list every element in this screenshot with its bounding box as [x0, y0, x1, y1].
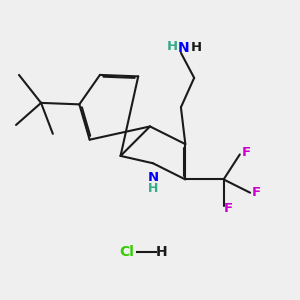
Text: H: H [167, 40, 178, 53]
Text: Cl: Cl [119, 244, 134, 259]
Text: H: H [191, 41, 202, 54]
Text: N: N [178, 40, 190, 55]
Text: N: N [148, 172, 159, 184]
Text: F: F [252, 186, 261, 199]
Text: F: F [242, 146, 251, 159]
Text: F: F [224, 202, 232, 215]
Text: H: H [148, 182, 159, 194]
Text: H: H [156, 244, 168, 259]
